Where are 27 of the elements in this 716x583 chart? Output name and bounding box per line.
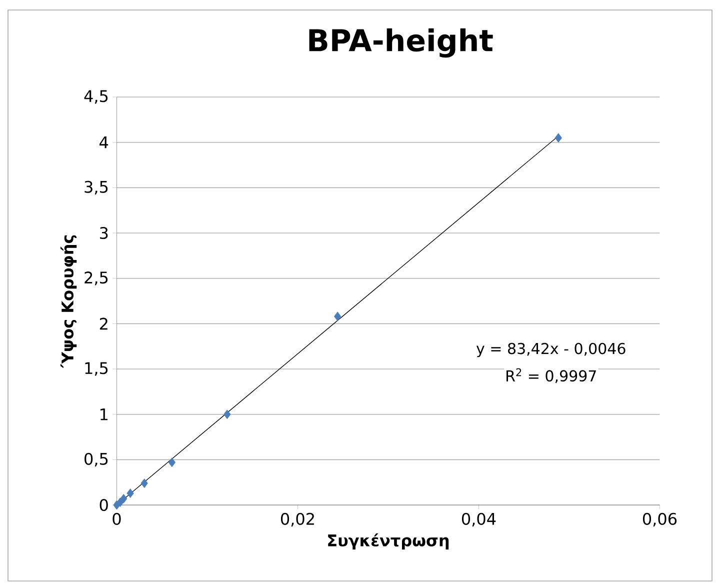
y-tick-label: 0 [100,498,108,512]
x-tick-label: 0,02 [280,512,314,527]
y-tick-label: 3,5 [84,180,108,195]
y-tick-label: 4,5 [84,90,108,104]
y-tick-label: 0,5 [84,452,108,467]
point [140,478,148,488]
y-axis-title: Ύψος Κορυφής [60,235,77,368]
point [224,410,231,420]
x-tick-label: 0,04 [462,512,496,527]
point [334,312,342,322]
point [554,133,562,143]
x-tick-label: 0,06 [642,512,677,527]
point [116,498,124,507]
y-tick-label: 1 [100,408,108,420]
point [126,488,134,498]
point [120,494,128,504]
chart-title: BPA-height [309,28,493,58]
annotation: R$^{2}$ = 0,9997 [506,368,596,384]
y-tick-label: 1,5 [85,362,108,376]
x-axis-title: Συγκέντρωση [328,533,449,550]
y-tick-label: 2,5 [84,271,108,286]
y-tick-label: 2 [100,318,108,330]
y-tick-label: 4 [100,136,108,148]
y-tick-label: 3 [100,226,108,240]
x-tick-label: 0 [112,512,121,525]
point [168,458,176,468]
annotation: y = 83,42x - 0,0046 [476,342,626,358]
